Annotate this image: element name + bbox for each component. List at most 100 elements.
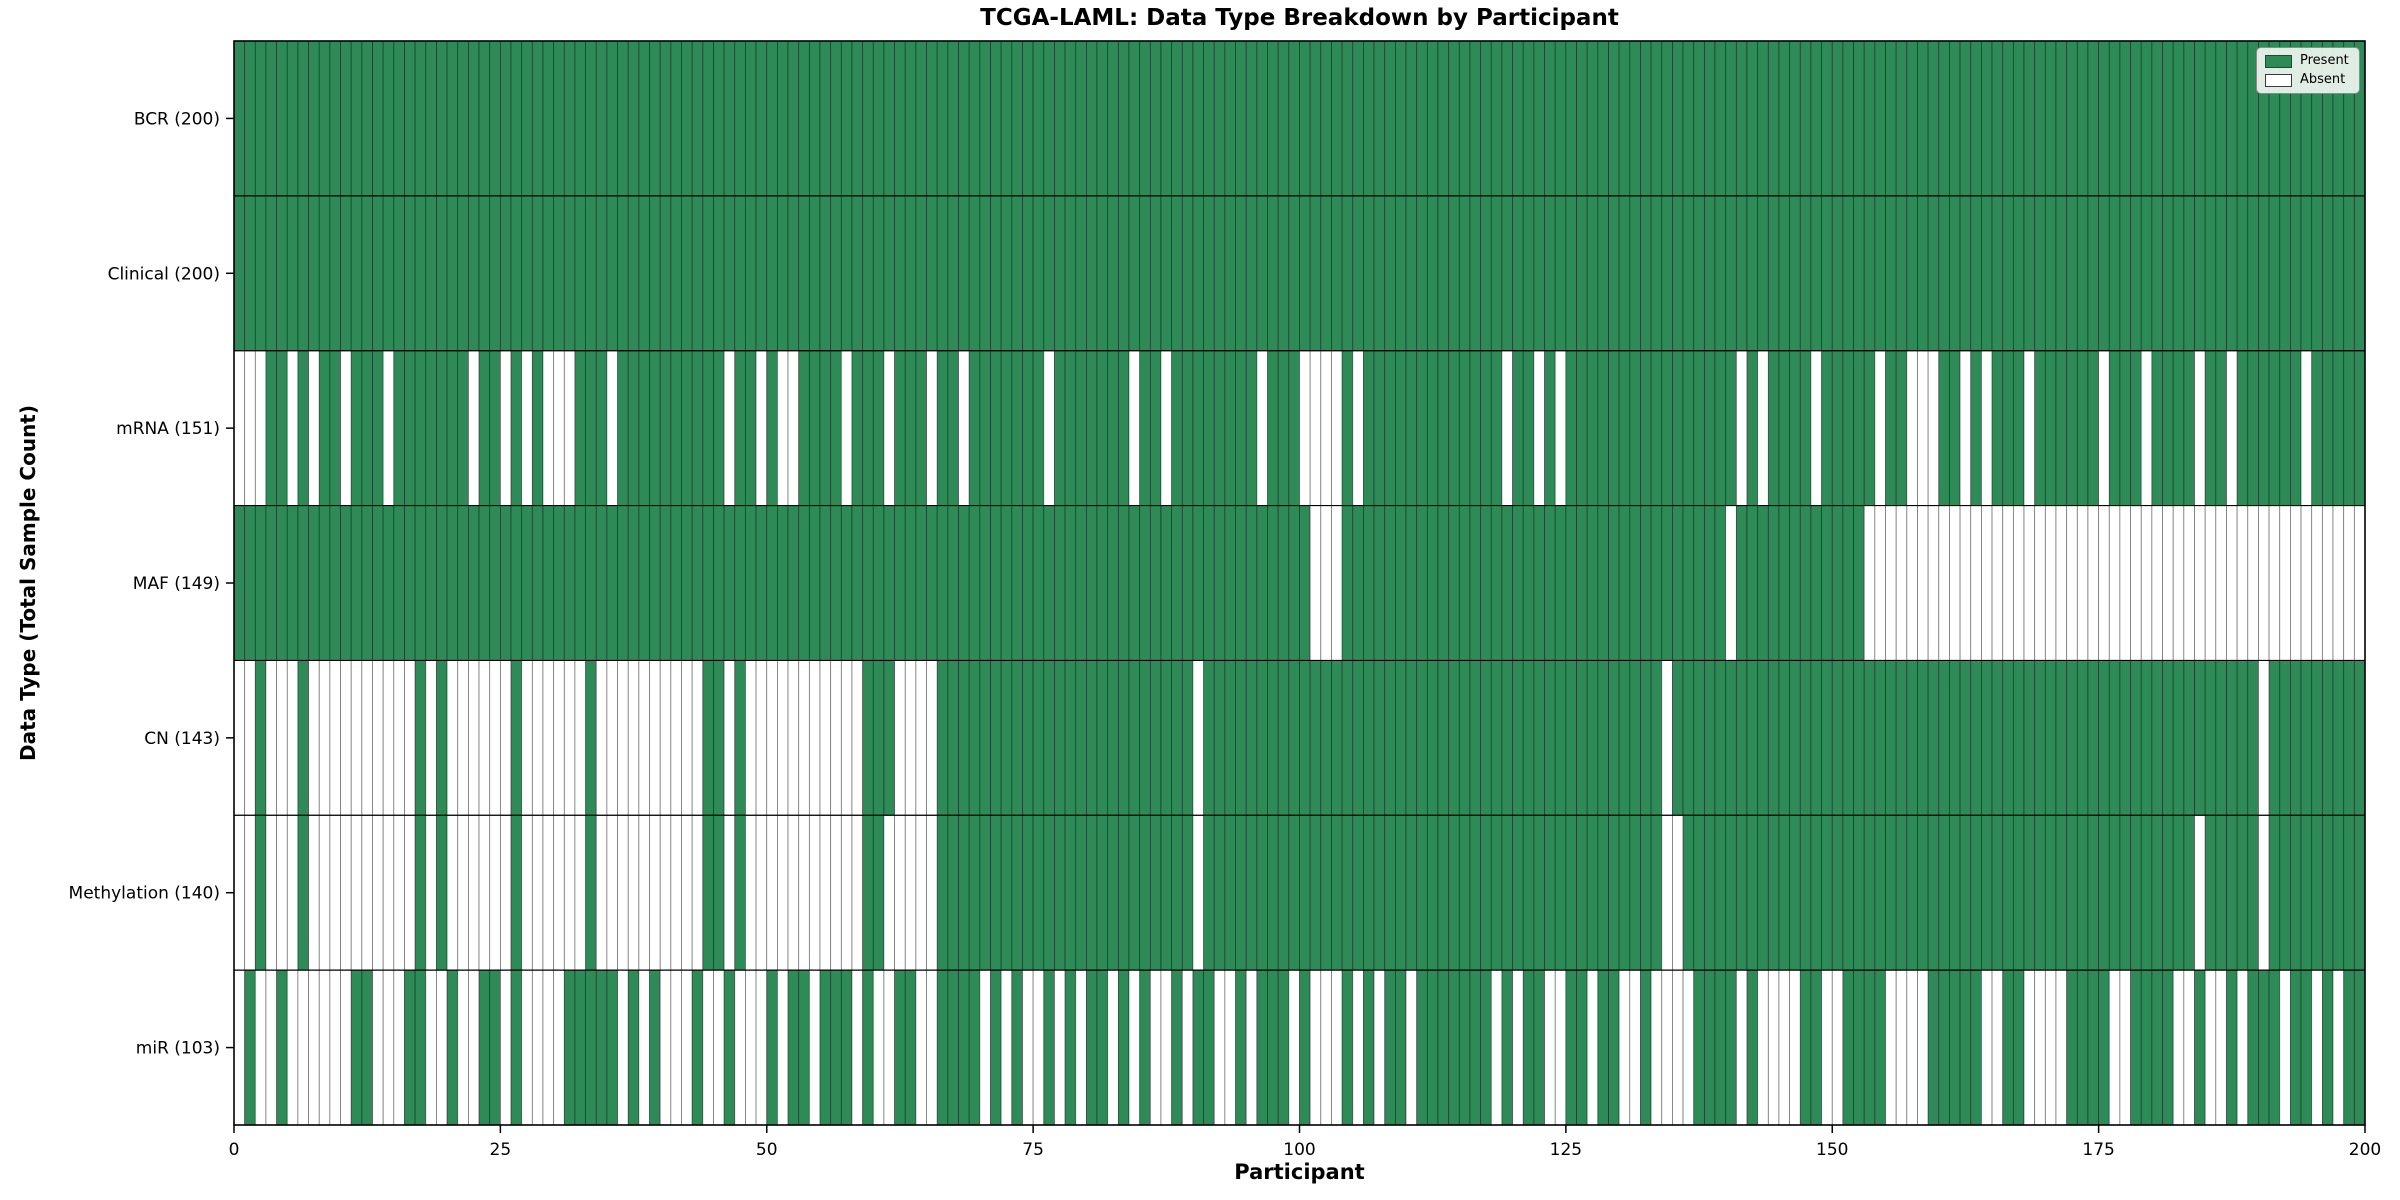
cell bbox=[1022, 505, 1034, 661]
cell bbox=[1149, 350, 1162, 506]
cell bbox=[563, 505, 576, 661]
cell bbox=[1981, 505, 1993, 661]
cell bbox=[1831, 660, 1844, 816]
cell bbox=[904, 195, 917, 352]
cell bbox=[1309, 814, 1322, 971]
cell bbox=[468, 40, 480, 197]
cell bbox=[734, 969, 746, 1126]
cell bbox=[1320, 40, 1332, 197]
cell bbox=[478, 969, 491, 1126]
cell bbox=[297, 350, 309, 506]
cell bbox=[1554, 814, 1567, 971]
cell bbox=[1416, 195, 1428, 352]
cell bbox=[1863, 814, 1876, 971]
cell bbox=[936, 814, 949, 971]
cell bbox=[1277, 505, 1290, 661]
cell bbox=[1842, 350, 1854, 506]
cell bbox=[1714, 660, 1727, 816]
cell bbox=[798, 969, 810, 1126]
cell bbox=[2012, 195, 2025, 352]
cell bbox=[1693, 660, 1705, 816]
cell bbox=[1437, 660, 1450, 816]
cell bbox=[1426, 814, 1439, 971]
cell bbox=[308, 195, 320, 352]
cell bbox=[1405, 814, 1418, 971]
cell bbox=[1810, 195, 1822, 352]
cell bbox=[2162, 814, 2174, 971]
cell bbox=[318, 40, 331, 197]
cell bbox=[1746, 969, 1759, 1126]
cell bbox=[595, 660, 608, 816]
cell bbox=[553, 195, 565, 352]
cell bbox=[265, 505, 278, 661]
cell bbox=[404, 814, 416, 971]
cell bbox=[1799, 814, 1812, 971]
x-tick-label: 25 bbox=[490, 1140, 512, 1160]
cell bbox=[1959, 195, 1972, 352]
cell bbox=[1874, 814, 1886, 971]
cell bbox=[2012, 660, 2025, 816]
cell bbox=[1149, 660, 1162, 816]
cell bbox=[1597, 969, 1609, 1126]
cell bbox=[649, 350, 661, 506]
cell bbox=[1842, 814, 1854, 971]
cell bbox=[350, 40, 363, 197]
cell bbox=[798, 350, 810, 506]
cell bbox=[1203, 350, 1215, 506]
cell bbox=[1725, 969, 1737, 1126]
cell bbox=[979, 660, 991, 816]
cell bbox=[1586, 350, 1599, 506]
cell bbox=[1757, 660, 1769, 816]
cell bbox=[329, 969, 341, 1126]
cell bbox=[1512, 660, 1524, 816]
cell bbox=[851, 505, 864, 661]
cell bbox=[691, 814, 704, 971]
cell bbox=[1885, 350, 1897, 506]
cell bbox=[499, 814, 512, 971]
cell bbox=[1522, 969, 1535, 1126]
x-tick-label: 50 bbox=[756, 1140, 778, 1160]
cell bbox=[2066, 40, 2078, 197]
cell bbox=[1565, 350, 1577, 506]
cell bbox=[713, 505, 725, 661]
cell bbox=[1437, 195, 1450, 352]
cell bbox=[883, 195, 896, 352]
cell bbox=[1746, 660, 1759, 816]
cell bbox=[1895, 969, 1908, 1126]
cell bbox=[1821, 505, 1833, 661]
cell bbox=[755, 505, 768, 661]
cell bbox=[2215, 40, 2227, 197]
cell bbox=[1331, 814, 1343, 971]
cell bbox=[872, 40, 885, 197]
cell bbox=[1277, 969, 1290, 1126]
cell bbox=[489, 40, 501, 197]
cell bbox=[2226, 660, 2238, 816]
cell bbox=[851, 969, 864, 1126]
cell bbox=[1672, 505, 1684, 661]
cell bbox=[1086, 40, 1098, 197]
cell bbox=[627, 350, 640, 506]
cell bbox=[926, 660, 938, 816]
cell bbox=[1394, 505, 1407, 661]
cell bbox=[2279, 660, 2291, 816]
cell bbox=[2087, 505, 2100, 661]
cell bbox=[862, 660, 874, 816]
cell bbox=[638, 350, 650, 506]
cell bbox=[936, 350, 949, 506]
cell bbox=[681, 969, 693, 1126]
cell bbox=[1405, 505, 1418, 661]
cell bbox=[808, 505, 821, 661]
cell bbox=[1544, 505, 1556, 661]
cell bbox=[2034, 350, 2046, 506]
cell bbox=[883, 350, 896, 506]
cell bbox=[1906, 40, 1918, 197]
cell bbox=[638, 195, 650, 352]
cell bbox=[478, 350, 491, 506]
cell bbox=[1181, 195, 1194, 352]
cell bbox=[595, 195, 608, 352]
cell bbox=[2023, 195, 2036, 352]
cell bbox=[382, 505, 395, 661]
cell bbox=[2321, 195, 2334, 352]
cell bbox=[1799, 660, 1812, 816]
cell bbox=[1533, 814, 1545, 971]
